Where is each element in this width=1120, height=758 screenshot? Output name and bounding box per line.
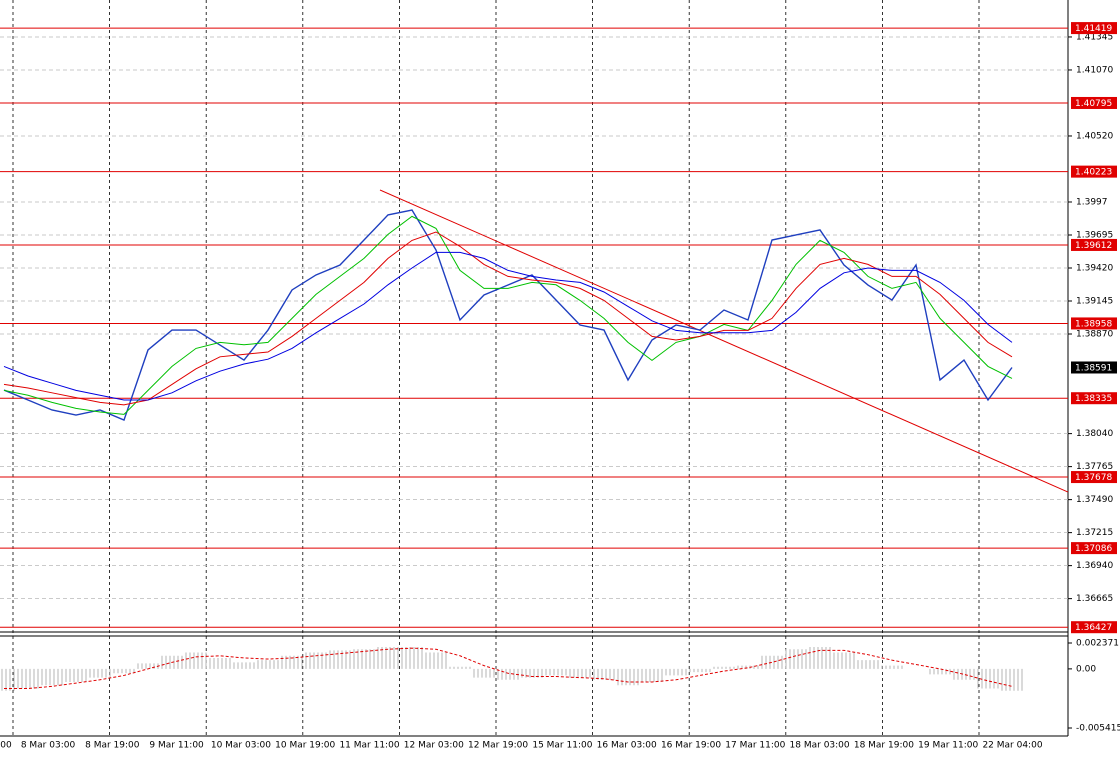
y-tick-label: 1.37215 — [1076, 528, 1113, 538]
level-label: 1.37086 — [1075, 544, 1112, 554]
y-tick-label: 1.36665 — [1076, 594, 1113, 604]
price-line — [3, 209, 1013, 421]
x-tick-label: 15 Mar 11:00 — [532, 741, 592, 751]
y-tick-label: 1.38870 — [1076, 330, 1113, 340]
signal-line — [4, 647, 1013, 690]
y-tick-label: 1.39420 — [1076, 263, 1113, 273]
x-tick-label: 11 Mar 11:00 — [339, 741, 399, 751]
level-tag — [1071, 165, 1117, 178]
x-tick-label: 9 Mar 11:00 — [149, 741, 204, 751]
x-tick-label: 10 Mar 19:00 — [275, 741, 335, 751]
x-tick-label: 8 Mar 19:00 — [85, 741, 140, 751]
x-tick-label: 8 Mar 03:00 — [21, 741, 76, 751]
y-tick-label: 1.39145 — [1076, 296, 1113, 306]
x-tick-label: 12 Mar 03:00 — [404, 741, 464, 751]
level-tag — [1071, 22, 1117, 35]
x-tick-label: 00 — [0, 741, 12, 751]
moving-average — [3, 231, 1013, 406]
level-tag — [1071, 621, 1117, 634]
x-tick-label: 18 Mar 19:00 — [854, 741, 914, 751]
level-label: 1.38958 — [1075, 319, 1112, 329]
x-tick-label: 19 Mar 11:00 — [918, 741, 978, 751]
x-tick-label: 16 Mar 19:00 — [661, 741, 721, 751]
level-tag — [1071, 317, 1117, 330]
y-tick-label: 1.3997 — [1076, 197, 1108, 207]
x-tick-label: 17 Mar 11:00 — [725, 741, 785, 751]
y-tick-label: 0.002371 — [1076, 639, 1119, 649]
level-tag — [1071, 238, 1117, 251]
moving-average — [3, 215, 1013, 415]
level-label: 1.40795 — [1075, 99, 1112, 109]
x-tick-label: 12 Mar 19:00 — [468, 741, 528, 751]
x-tick-label: 10 Mar 03:00 — [211, 741, 271, 751]
x-tick-label: 16 Mar 03:00 — [597, 741, 657, 751]
y-tick-label: 1.36940 — [1076, 561, 1113, 571]
level-tag — [1071, 96, 1117, 109]
level-tag — [1071, 471, 1117, 484]
trend-line — [379, 189, 1069, 493]
level-label: 1.37678 — [1075, 473, 1112, 483]
level-tag — [1071, 542, 1117, 555]
y-tick-label: 1.39695 — [1076, 230, 1113, 240]
y-tick-label: 1.37765 — [1076, 462, 1113, 472]
y-tick-label: 1.41070 — [1076, 65, 1113, 75]
y-tick-label: 1.41345 — [1076, 32, 1113, 42]
moving-average — [3, 251, 1013, 401]
level-label: 1.40223 — [1075, 168, 1112, 178]
x-tick-label: 18 Mar 03:00 — [790, 741, 850, 751]
level-label: 1.36427 — [1075, 623, 1112, 633]
level-label: 1.41419 — [1075, 24, 1112, 34]
level-label: 1.38335 — [1075, 394, 1112, 404]
price-label: 1.38591 — [1075, 363, 1112, 373]
y-tick-label: 0.00 — [1076, 664, 1096, 674]
y-tick-label: 1.40520 — [1076, 131, 1113, 141]
level-tag — [1071, 392, 1117, 405]
y-tick-label: -0.005415 — [1076, 724, 1120, 734]
level-label: 1.39612 — [1075, 241, 1112, 251]
y-tick-label: 1.37490 — [1076, 495, 1113, 505]
price-tag — [1071, 361, 1117, 374]
x-tick-label: 22 Mar 04:00 — [982, 741, 1042, 751]
y-tick-label: 1.38040 — [1076, 429, 1113, 439]
